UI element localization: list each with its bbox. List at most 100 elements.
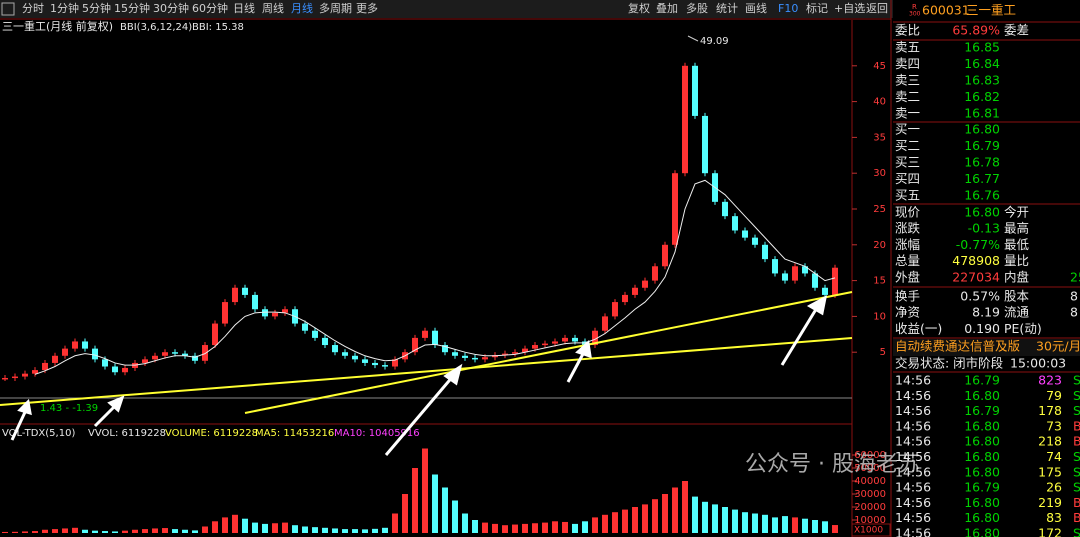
book-price: 16.76 (964, 188, 1000, 203)
candle (382, 365, 388, 367)
candle (272, 312, 278, 317)
candle (792, 266, 798, 281)
tool-button[interactable]: +自选 (834, 2, 865, 15)
trade-volume: 219 (1038, 495, 1062, 510)
banner-bg[interactable] (893, 339, 1080, 356)
candle (432, 330, 438, 346)
candle (232, 287, 238, 303)
tool-button[interactable]: 叠加 (656, 2, 678, 15)
ma10: MA10: 10405916 (334, 428, 420, 439)
candle (52, 355, 58, 363)
quote-label: 流通 (1004, 305, 1030, 320)
quote-value: 16.80 (964, 205, 1000, 220)
quote-label: 收益(一) (895, 321, 942, 336)
arrow (384, 363, 463, 456)
trade-time: 14:56 (895, 388, 931, 403)
tab[interactable]: 多周期 (319, 1, 352, 15)
banner[interactable]: 自动续费通达信普及版 (895, 339, 1021, 354)
trade-volume: 74 (1046, 449, 1062, 464)
volume-bar (42, 529, 48, 533)
tab[interactable]: 日线 (233, 1, 255, 15)
trade-volume: 79 (1046, 388, 1062, 403)
banner-price[interactable]: 30元/月 (1036, 339, 1080, 354)
ratio-label: 委比 (895, 23, 920, 38)
candle (742, 230, 748, 238)
tool-button[interactable]: F10 (778, 2, 798, 15)
volume-bar (112, 531, 118, 533)
volume-bar (312, 527, 318, 533)
candle (602, 316, 608, 331)
quote-label: 涨跌 (895, 221, 921, 236)
book-label: 卖四 (895, 56, 920, 71)
candle (472, 357, 478, 360)
candle (2, 377, 8, 380)
quote-value: 478908 (952, 253, 1000, 268)
quote-label: 外盘 (895, 269, 920, 284)
trade-side: B (1073, 510, 1080, 525)
trade-volume: 172 (1038, 526, 1062, 537)
chart-area: 5 10 15 20 25 30 35 40 45 10000 20000 30000 40000 500… (2, 61, 886, 533)
tab[interactable]: 1分钟 (50, 1, 79, 15)
tool-button[interactable]: 多股 (686, 1, 708, 15)
book-price: 16.80 (964, 122, 1000, 137)
tab[interactable]: 月线 (291, 1, 313, 15)
candle (162, 352, 168, 356)
candle (212, 323, 218, 346)
candle (512, 352, 518, 354)
tool-button[interactable]: 画线 (745, 1, 767, 15)
volume-bar (572, 523, 578, 533)
icon[interactable] (1, 2, 15, 16)
candle (562, 337, 568, 342)
volume-bar (352, 529, 358, 533)
trend-lines (0, 291, 853, 414)
indicator: BBI(3,6,12,24) (120, 22, 192, 33)
candle (172, 352, 178, 354)
candle (632, 287, 638, 295)
volume-bar (152, 528, 158, 533)
candle (302, 323, 308, 331)
candle (82, 341, 88, 349)
volume-bar (122, 530, 128, 533)
tool-button[interactable]: 复权 (628, 1, 650, 15)
tab[interactable]: 5分钟 (82, 1, 111, 15)
tab[interactable]: 60分钟 (192, 1, 228, 15)
quote-label: 现价 (895, 205, 921, 220)
tab[interactable]: 周线 (262, 1, 284, 15)
tool-button[interactable]: 返回 (866, 2, 888, 15)
volume-bar (322, 527, 328, 533)
candle (692, 65, 698, 116)
candle (252, 294, 258, 310)
volume-bar (82, 529, 88, 533)
volume-bar (702, 501, 708, 533)
tab[interactable]: 30分钟 (153, 1, 189, 15)
book-label: 买三 (895, 155, 920, 170)
quote-value: 8.19 (972, 305, 1000, 320)
trade-volume: 178 (1038, 403, 1062, 418)
candle (362, 359, 368, 363)
tool-button[interactable]: 标记 (806, 1, 828, 15)
tab[interactable]: 更多 (356, 1, 378, 15)
candle (502, 353, 508, 356)
volume-bar (592, 517, 598, 533)
y-tick-label: 30 (873, 168, 886, 179)
trade-price: 16.80 (964, 388, 1000, 403)
candle (482, 357, 488, 360)
volume-bar (442, 487, 448, 533)
y-tick-label: 25 (873, 204, 886, 215)
trade-price: 16.80 (964, 495, 1000, 510)
tool-button[interactable]: 统计 (716, 2, 738, 15)
book-price: 16.84 (964, 56, 1000, 71)
trade-side: S (1073, 449, 1080, 464)
volume-value: VOLUME: 6119228 (165, 428, 258, 439)
volume-bar (742, 512, 748, 533)
tab[interactable]: 分时 (22, 2, 44, 15)
trade-time: 14:56 (895, 464, 931, 479)
candle (452, 352, 458, 356)
tab[interactable]: 15分钟 (114, 1, 150, 15)
candle (392, 359, 398, 367)
trade-price: 16.79 (964, 403, 1000, 418)
volume-bar (482, 522, 488, 533)
toolbar-bg (0, 0, 1080, 18)
trade-price: 16.80 (964, 418, 1000, 433)
